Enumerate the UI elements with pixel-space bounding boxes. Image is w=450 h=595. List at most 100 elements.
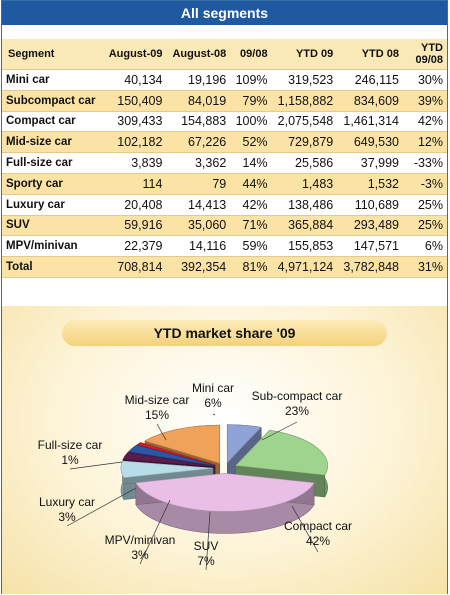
pie-panel: YTD market share '09 bbox=[2, 306, 447, 594]
header-ytd08: YTD 08 bbox=[337, 39, 403, 70]
value-cell: 365,884 bbox=[271, 214, 338, 236]
table-row: MPV/minivan 22,379 14,116 59% 155,853 147,571… bbox=[2, 235, 447, 257]
pie-slice-value: 42% bbox=[306, 534, 330, 548]
value-cell: -33% bbox=[403, 152, 447, 174]
value-cell: 1,532 bbox=[337, 172, 403, 195]
value-cell: 81% bbox=[230, 256, 272, 278]
value-cell: 42% bbox=[403, 110, 447, 132]
value-cell: 19,196 bbox=[166, 69, 231, 91]
header-aug08: August-08 bbox=[166, 39, 231, 70]
value-cell: 59% bbox=[230, 235, 272, 257]
value-cell: 1,483 bbox=[271, 172, 338, 195]
segments-table: Segment August-09 August-08 09/08 YTD 09… bbox=[2, 39, 447, 278]
pie-slice bbox=[135, 473, 315, 512]
value-cell: 309,433 bbox=[102, 110, 167, 132]
segment-name-cell: Compact car bbox=[2, 110, 103, 132]
value-cell: 25,586 bbox=[271, 152, 338, 174]
header-ytd09: YTD 09 bbox=[271, 39, 338, 70]
value-cell: 20,408 bbox=[102, 193, 167, 216]
pie-slice-label: Mini car bbox=[192, 381, 234, 395]
pie-slice-label: MPV/minivan bbox=[105, 533, 176, 547]
value-cell: 25% bbox=[403, 193, 447, 216]
segment-name-cell: Sporty car bbox=[2, 172, 103, 195]
value-cell: 834,609 bbox=[337, 89, 403, 112]
header-segment: Segment bbox=[2, 39, 103, 70]
pie-leader-line bbox=[212, 413, 216, 416]
table-row: Luxury car 20,408 14,413 42% 138,486 110,689 2… bbox=[2, 193, 447, 216]
table-row: Mini car 40,134 19,196 109% 319,523 246,115 30… bbox=[2, 69, 447, 91]
value-cell: 84,019 bbox=[166, 89, 231, 112]
table-row: Sporty car 114 79 44% 1,483 1,532 -3% bbox=[2, 172, 447, 195]
pie-slice bbox=[226, 424, 262, 464]
value-cell: 59,916 bbox=[102, 214, 167, 236]
value-cell: 44% bbox=[230, 172, 272, 195]
table-row: Mid-size car 102,182 67,226 52% 729,879 649,5… bbox=[2, 131, 447, 153]
pie-slice bbox=[136, 442, 216, 466]
table-row: Subcompact car 150,409 84,019 79% 1,158,882 8… bbox=[2, 89, 447, 112]
pie-leader-line bbox=[139, 499, 171, 565]
pie-slice-value: 3% bbox=[131, 548, 149, 562]
pie-slice bbox=[128, 444, 215, 466]
value-cell: 649,530 bbox=[337, 131, 403, 153]
value-cell: 14,413 bbox=[166, 193, 231, 216]
value-cell: 2,075,548 bbox=[271, 110, 338, 132]
value-cell: 30% bbox=[403, 69, 447, 91]
segment-name-cell: Total bbox=[2, 256, 103, 278]
value-cell: 6% bbox=[403, 235, 447, 257]
value-cell: 1,461,314 bbox=[337, 110, 403, 132]
value-cell: 22,379 bbox=[102, 235, 167, 257]
value-cell: 4,971,124 bbox=[271, 256, 338, 278]
value-cell: 14,116 bbox=[166, 235, 231, 257]
pie-slice-label: Full-size car bbox=[38, 438, 103, 452]
value-cell: 155,853 bbox=[271, 235, 338, 257]
pie-slice-value: 7% bbox=[197, 554, 215, 568]
value-cell: 729,879 bbox=[271, 131, 338, 153]
segment-name-cell: SUV bbox=[2, 214, 103, 236]
table-row: Total 708,814 392,354 81% 4,971,124 3,782,848… bbox=[2, 256, 447, 278]
segment-name-cell: MPV/minivan bbox=[2, 235, 103, 257]
header-aug09: August-09 bbox=[102, 39, 167, 70]
pie-slice bbox=[235, 429, 328, 476]
pie-leader-line bbox=[69, 461, 123, 470]
value-cell: 138,486 bbox=[271, 193, 338, 216]
value-cell: 319,523 bbox=[271, 69, 338, 91]
value-cell: 293,489 bbox=[337, 214, 403, 236]
value-cell: 102,182 bbox=[102, 131, 167, 153]
value-cell: 1,158,882 bbox=[271, 89, 338, 112]
table-row: SUV 59,916 35,060 71% 365,884 293,489 25% bbox=[2, 214, 447, 236]
value-cell: 31% bbox=[403, 256, 447, 278]
value-cell: 52% bbox=[230, 131, 272, 153]
header-ytd-ratio: YTD 09/08 bbox=[403, 39, 447, 70]
value-cell: 35,060 bbox=[166, 214, 231, 236]
segment-name-cell: Luxury car bbox=[2, 193, 103, 216]
pie-slice-value: 15% bbox=[145, 408, 169, 422]
table-title: All segments bbox=[2, 1, 447, 25]
value-cell: 154,883 bbox=[166, 110, 231, 132]
value-cell: 392,354 bbox=[166, 256, 231, 278]
value-cell: 114 bbox=[102, 172, 167, 195]
value-cell: 12% bbox=[403, 131, 447, 153]
segment-name-cell: Subcompact car bbox=[2, 89, 103, 112]
pie-slice bbox=[122, 452, 214, 467]
value-cell: 3,839 bbox=[102, 152, 167, 174]
pie-slice-label: Mid-size car bbox=[125, 393, 190, 407]
value-cell: 150,409 bbox=[102, 89, 167, 112]
chart-title: YTD market share '09 bbox=[62, 320, 387, 346]
pie-leader-line bbox=[66, 487, 137, 527]
value-cell: 147,571 bbox=[337, 235, 403, 257]
pie-slice-label: Sub-compact car bbox=[252, 389, 343, 403]
pie-slice bbox=[144, 424, 220, 464]
header-ratio: 09/08 bbox=[230, 39, 272, 70]
pie-slice-value: 6% bbox=[204, 396, 222, 410]
value-cell: 109% bbox=[230, 69, 272, 91]
value-cell: 3,782,848 bbox=[337, 256, 403, 278]
value-cell: 708,814 bbox=[102, 256, 167, 278]
pie-leader-line bbox=[261, 421, 298, 441]
pie-leader-line bbox=[291, 505, 319, 553]
value-cell: 25% bbox=[403, 214, 447, 236]
value-cell: 67,226 bbox=[166, 131, 231, 153]
pie-slice-value: 23% bbox=[285, 404, 309, 418]
value-cell: 37,999 bbox=[337, 152, 403, 174]
